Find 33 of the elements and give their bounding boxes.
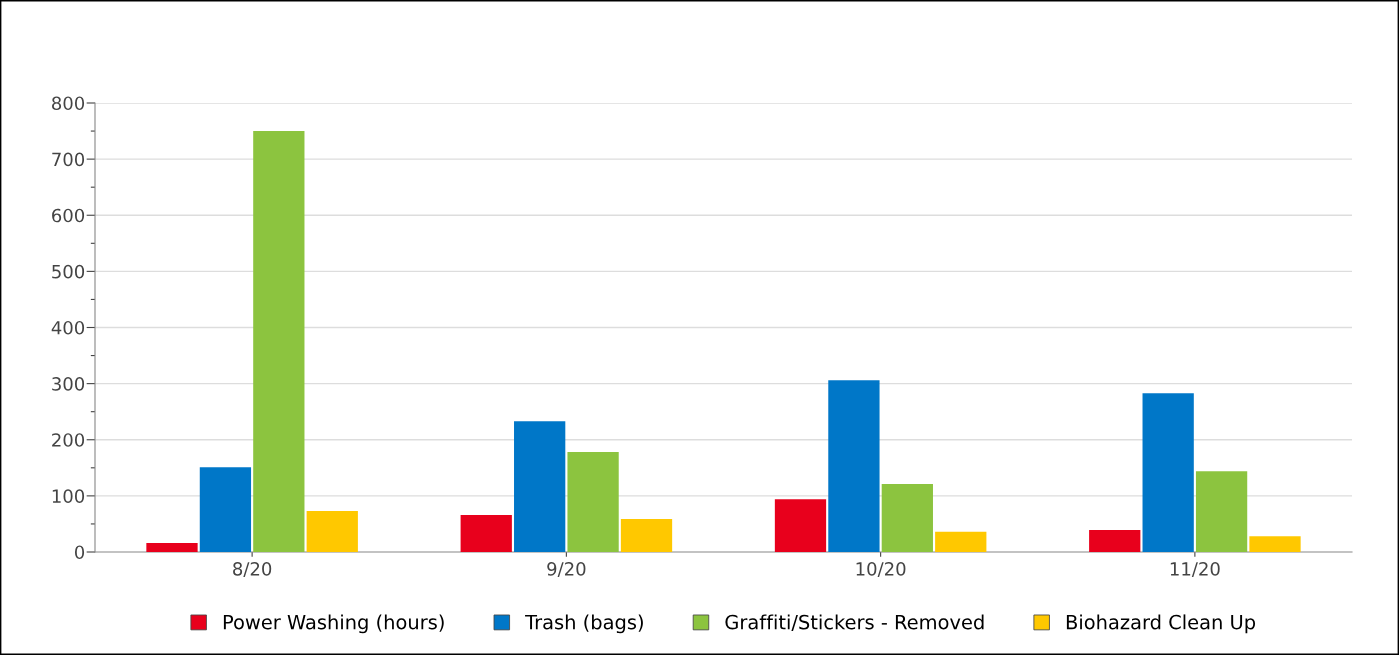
bar [514,421,566,552]
bar [146,543,198,552]
y-tick-label: 300 [52,377,85,391]
legend-label: Biohazard Clean Up [1066,614,1256,634]
bar [199,467,252,552]
y-tick-label: 600 [52,208,85,223]
bar [1089,530,1141,552]
x-tick-label: 11/20 [1170,562,1220,578]
x-tick-label: 10/20 [856,562,906,578]
bar [460,514,512,552]
bar [935,531,987,552]
bar [306,511,358,552]
legend-label: Graffiti/Stickers - Removed [725,614,984,631]
x-tick-label: 9/20 [547,562,586,578]
x-tick-label: 8/20 [233,562,272,578]
bar [828,380,880,552]
bar [567,452,619,552]
y-tick-label: 500 [52,264,85,279]
y-tick-label: 200 [52,433,85,447]
bar [1195,471,1248,552]
legend-label: Power Washing (hours) [223,614,444,634]
y-tick-label: 800 [52,96,85,111]
legend-label: Trash (bags) [525,614,643,634]
bar [1142,393,1194,552]
y-tick-label: 100 [52,489,85,503]
bar [1249,536,1301,552]
y-tick-label: 400 [51,320,85,335]
bar [253,131,305,552]
y-tick-label: 700 [52,152,85,167]
bar [620,518,673,552]
y-tick-label: 0 [74,545,85,560]
bar [881,484,933,552]
bar [774,499,827,552]
